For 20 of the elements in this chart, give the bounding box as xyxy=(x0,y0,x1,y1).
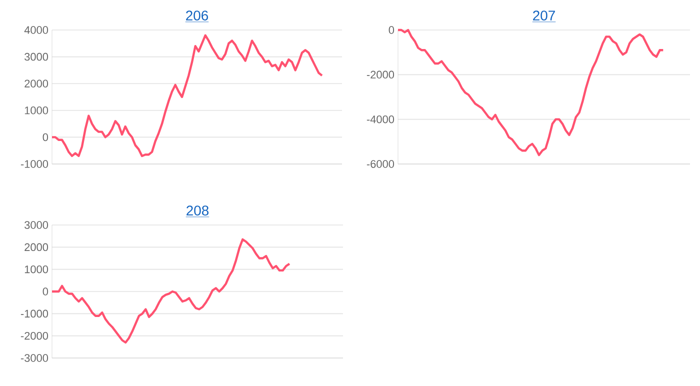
y-tick-label: 1000 xyxy=(24,106,48,114)
y-tick-label: 2000 xyxy=(24,80,48,88)
y-tick-label: -1000 xyxy=(20,160,48,168)
chart-title: 208 xyxy=(186,206,209,216)
y-tick-label: -3000 xyxy=(20,354,48,362)
y-tick-label: -2000 xyxy=(366,70,394,79)
y-tick-label: 0 xyxy=(42,133,48,142)
y-tick-label: -4000 xyxy=(366,115,394,124)
y-tick-label: 3000 xyxy=(24,221,48,229)
y-tick-label: 2000 xyxy=(24,243,48,252)
chart-title: 206 xyxy=(186,10,208,21)
y-tick-label: 0 xyxy=(42,288,48,296)
y-tick-label: 3000 xyxy=(24,52,48,61)
chart-title: 207 xyxy=(533,10,555,21)
y-tick-label: 1000 xyxy=(24,265,48,274)
y-tick-label: -1000 xyxy=(20,310,48,318)
y-tick-label: 4000 xyxy=(24,26,48,34)
y-tick-label: -6000 xyxy=(366,160,394,168)
y-tick-label: -2000 xyxy=(20,332,48,340)
y-tick-label: 0 xyxy=(388,26,394,34)
